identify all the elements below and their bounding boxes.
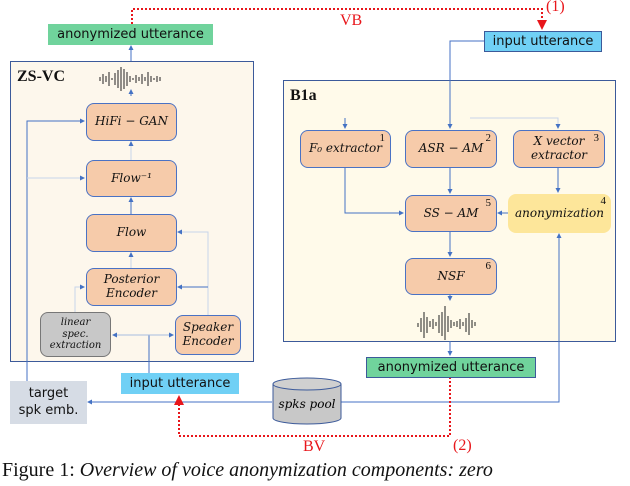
nsf-label: NSF [437,268,465,283]
anonymization-block: anonymization 4 [508,194,611,233]
flow-block: Flow [86,214,177,252]
input-utterance-top: input utterance [484,31,602,52]
ssam-number: 5 [485,197,492,209]
asr-label: ASR − AM [418,141,484,156]
zs-vc-title: ZS-VC [17,68,66,85]
nsf-number: 6 [485,260,492,272]
nsf-block: NSF 6 [405,258,497,295]
spks-pool-cylinder: spks pool [272,377,342,426]
database-icon [272,377,342,425]
anonymization-number: 4 [600,195,607,207]
f0-label: F₀ extractor [308,141,383,156]
asr-am-block: ASR − AM 2 [405,130,497,168]
vb-number: (1) [546,0,565,15]
f0-number: 1 [379,132,386,144]
linear-spec-extraction-block: linear spec. extraction [40,312,111,357]
b1a-title: B1a [290,87,317,104]
ss-am-block: SS − AM 5 [405,195,497,232]
waveform-icon [99,67,476,340]
bv-number: (2) [453,437,472,454]
figure-caption: Figure 1: Overview of voice anonymizatio… [2,459,493,482]
anonymized-utterance-bottom: anonymized utterance [366,357,536,378]
ssam-label: SS − AM [423,205,479,220]
x-vector-extractor-block: X vector extractor 3 [513,130,605,168]
asr-number: 2 [485,132,492,144]
spks-pool-label: spks pool [278,397,336,411]
xvector-number: 3 [593,132,600,144]
anonymization-label: anonymization [515,205,604,220]
target-speaker-embedding: target spk emb. [10,381,87,424]
caption-prefix: Figure 1: [2,459,80,481]
caption-text: Overview of voice anonymization componen… [79,459,493,481]
posterior-encoder-block: Posterior Encoder [86,268,177,306]
input-utterance-bottom: input utterance [121,373,239,394]
vb-label: VB [340,12,363,29]
bv-label: BV [303,438,326,455]
anonymized-utterance-top: anonymized utterance [48,24,213,45]
speaker-encoder-block: Speaker Encoder [175,315,241,355]
hifigan-block: HiFi − GAN [86,103,177,141]
xvector-label: X vector extractor [530,134,588,162]
flow-inverse-block: Flow⁻¹ [86,160,177,197]
f0-extractor-block: F₀ extractor 1 [300,130,391,168]
